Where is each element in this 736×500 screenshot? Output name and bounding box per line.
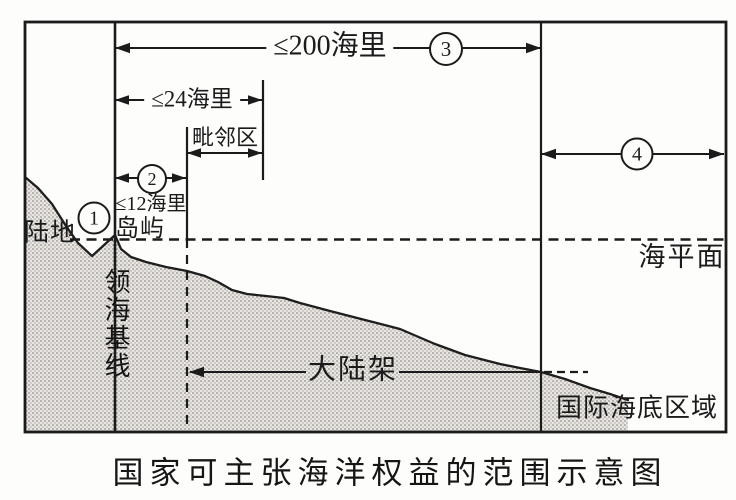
continental-shelf-label: 大陆架 bbox=[307, 354, 399, 386]
international-seabed-label: 国际海底区域 bbox=[555, 393, 719, 423]
eez-limit-label: ≤200海里 bbox=[266, 31, 394, 63]
territorial-baseline-label: 领海基线 bbox=[101, 268, 130, 380]
land-seabed-fill bbox=[25, 177, 628, 431]
continental-shelf-arrow bbox=[189, 366, 588, 378]
figure-caption: 国家可主张海洋权益的范围示意图 bbox=[112, 455, 668, 491]
territorial-limit-label: ≤12海里 bbox=[115, 193, 187, 215]
diagram-frame bbox=[23, 20, 728, 434]
terrain-surface-line bbox=[23, 175, 630, 402]
marker-1-circled: 1 bbox=[77, 201, 111, 235]
contiguous-zone-label: 毗邻区 bbox=[191, 124, 259, 150]
land-label: 陆地 bbox=[23, 219, 77, 247]
sea-level-label: 海平面 bbox=[638, 242, 726, 273]
marker-3-circled: 3 bbox=[429, 32, 463, 66]
contiguous-limit-label: ≤24海里 bbox=[144, 86, 240, 112]
island-label: 岛屿 bbox=[115, 215, 165, 242]
marker-2-circled: 2 bbox=[137, 164, 167, 194]
marker-4-circled: 4 bbox=[620, 137, 654, 171]
contiguous-zone-arrow bbox=[187, 148, 262, 158]
